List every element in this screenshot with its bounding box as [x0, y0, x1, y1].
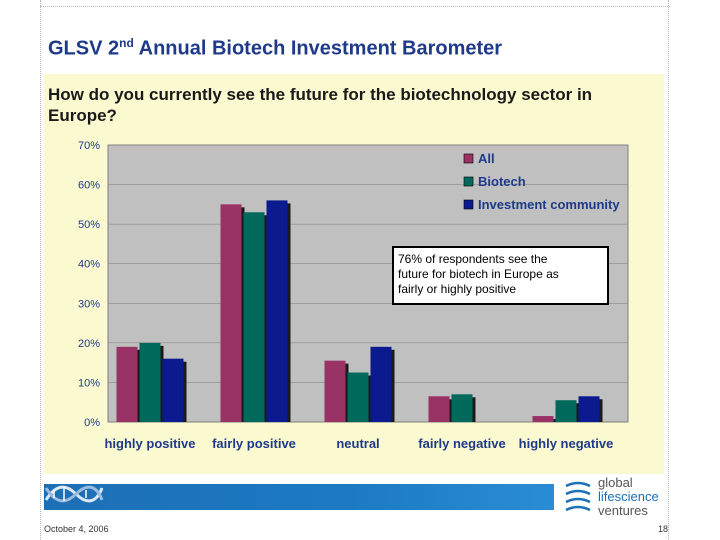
bar	[220, 204, 242, 422]
bar	[451, 394, 473, 422]
x-tick-label: fairly negative	[418, 436, 505, 451]
bar	[116, 346, 138, 422]
logo-text-global: global	[598, 475, 633, 490]
glsv-logo-icon	[565, 481, 591, 512]
logo-text-ventures: ventures	[598, 503, 648, 518]
legend-swatch	[463, 199, 474, 210]
bar	[347, 372, 369, 422]
guide-line-top	[40, 6, 670, 7]
legend-label: All	[478, 151, 495, 166]
dna-helix-icon	[44, 485, 104, 503]
bar	[162, 358, 184, 422]
x-tick-label: highly positive	[104, 436, 195, 451]
x-tick-label: fairly positive	[212, 436, 296, 451]
bar	[266, 200, 288, 422]
bar	[370, 346, 392, 422]
legend-label: Investment community	[478, 197, 620, 212]
bar-chart: 0% 10% 20% 30% 40% 50% 60% 70% highly positive f…	[78, 140, 629, 451]
title-main: GLSV 2	[48, 37, 120, 60]
y-tick-label: 10%	[78, 377, 100, 389]
y-tick-label: 70%	[78, 140, 100, 152]
y-tick-label: 50%	[78, 219, 100, 231]
bar	[555, 400, 577, 422]
y-tick-label: 60%	[78, 180, 100, 192]
guide-line-right	[668, 0, 669, 540]
y-tick-label: 30%	[78, 298, 100, 310]
annotation-text: 76% of respondents see the future for bio…	[398, 252, 559, 296]
x-tick-label: highly negative	[519, 436, 614, 451]
legend-swatch	[463, 176, 474, 187]
footer-banner	[44, 484, 554, 510]
legend-label: Biotech	[478, 174, 526, 189]
y-tick-label: 40%	[78, 259, 100, 271]
bar	[139, 342, 161, 422]
bar	[243, 212, 265, 422]
y-tick-label: 20%	[78, 338, 100, 350]
bars	[116, 200, 603, 422]
page-number: 18	[657, 524, 668, 534]
guide-line-left	[40, 0, 41, 540]
y-axis-ticks: 0% 10% 20% 30% 40% 50% 60% 70%	[78, 140, 100, 429]
bar	[324, 360, 346, 422]
x-axis-labels: highly positive fairly positive neutral fai…	[104, 436, 613, 451]
title-rest: Annual Biotech Investment Barometer	[133, 37, 503, 60]
survey-question: How do you currently see the future for …	[48, 85, 593, 125]
footer-date: October 4, 2006	[44, 524, 109, 534]
title-superscript: nd	[119, 36, 134, 50]
x-tick-label: neutral	[336, 436, 379, 451]
bar	[428, 396, 450, 422]
logo-text-lifescience: lifescience	[598, 489, 659, 504]
y-tick-label: 0%	[84, 417, 100, 429]
annotation-box: 76% of respondents see the future for bio…	[392, 246, 609, 305]
slide-title: GLSV 2nd Annual Biotech Investment Barom…	[48, 36, 502, 61]
bar	[532, 416, 554, 422]
bar	[578, 396, 600, 422]
legend-swatch	[463, 153, 474, 164]
legend: All Biotech Investment community	[463, 151, 620, 212]
